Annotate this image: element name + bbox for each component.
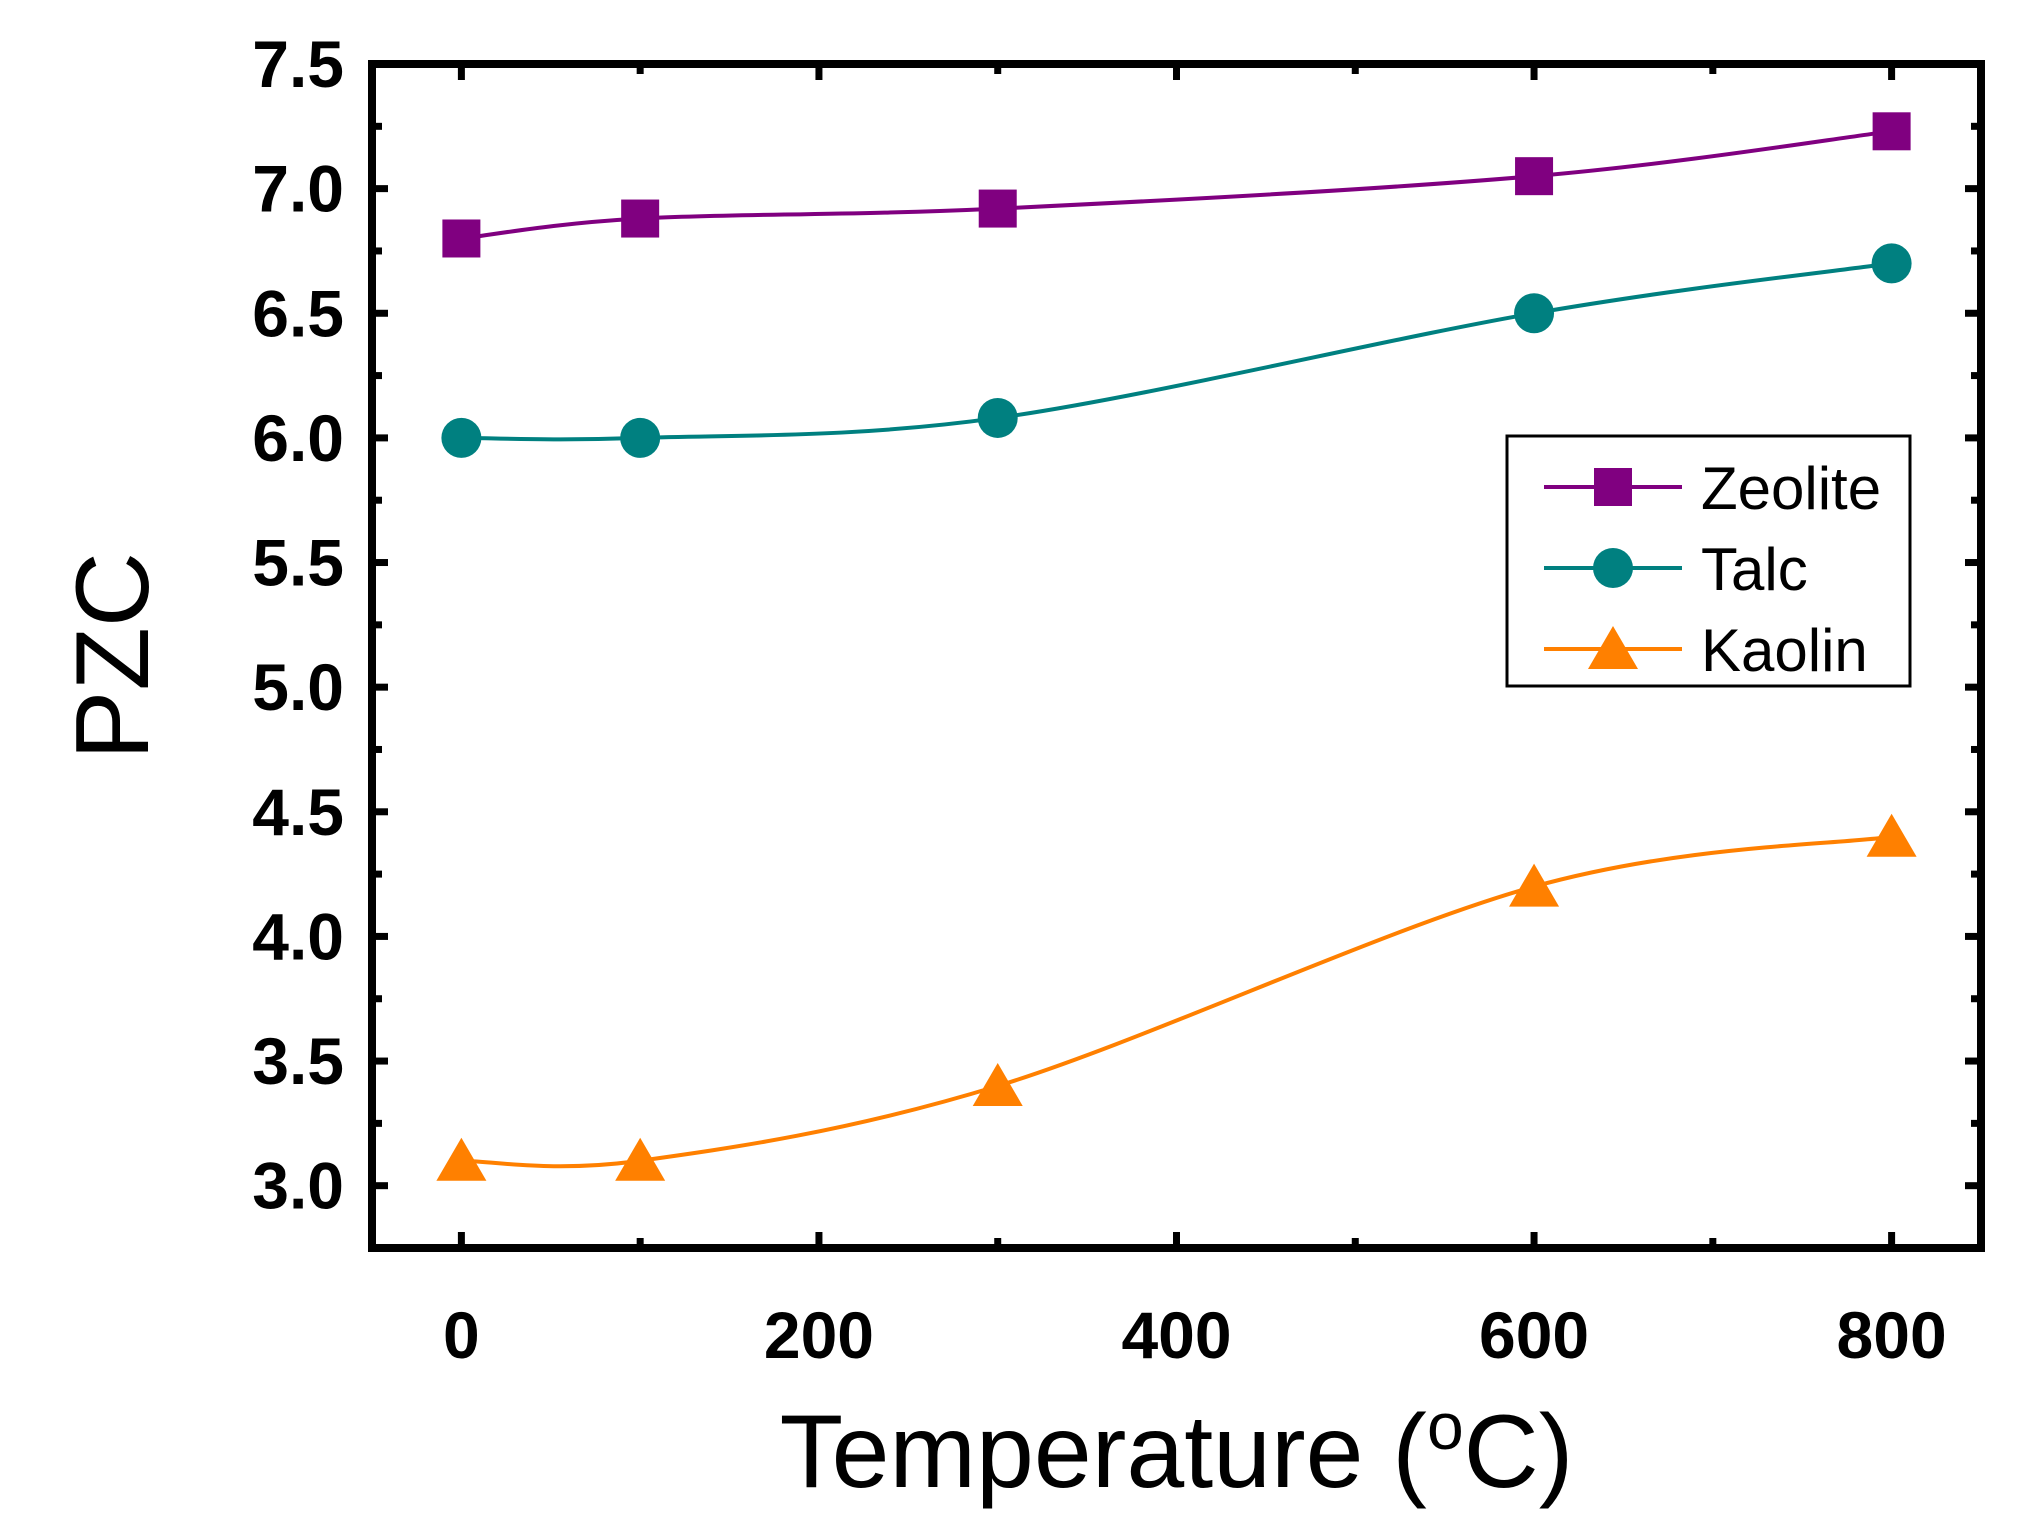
x-tick-label: 600	[1479, 1298, 1589, 1372]
x-axis-title-sup: o	[1427, 1389, 1464, 1463]
y-tick-label: 4.0	[252, 899, 344, 973]
data-point-zeolite	[1872, 112, 1911, 151]
series-kaolin	[436, 813, 1917, 1181]
legend-marker-zeolite	[1594, 468, 1632, 506]
x-axis-title-suffix: C)	[1464, 1394, 1574, 1510]
series-talc	[441, 243, 1912, 458]
series-layer	[436, 112, 1917, 1181]
y-tick-label: 4.5	[252, 775, 344, 849]
legend-marker-talc	[1593, 548, 1633, 588]
data-point-zeolite	[1515, 157, 1554, 196]
legend: Zeolite Talc Kaolin	[1505, 434, 1912, 688]
x-tick-label: 800	[1837, 1298, 1947, 1372]
y-axis-title: PZC	[55, 552, 171, 760]
y-tick-label: 5.5	[252, 526, 344, 600]
x-axis-title-main: Temperature (	[780, 1394, 1428, 1510]
legend-label-talc: Talc	[1701, 536, 1808, 603]
legend-item-kaolin: Kaolin	[1544, 617, 1868, 684]
tick-labels: 0 200 400 600 800 3.0 3.5 4.0 4.5 5.0 5.5 6.0 6.5 7.0…	[252, 27, 1946, 1372]
y-tick-label: 5.0	[252, 650, 344, 724]
y-tick-label: 3.5	[252, 1024, 344, 1098]
data-point-talc	[620, 417, 661, 458]
data-point-kaolin	[615, 1137, 666, 1181]
data-point-zeolite	[978, 189, 1017, 228]
legend-item-zeolite: Zeolite	[1544, 455, 1881, 522]
y-tick-label: 7.0	[252, 152, 344, 226]
y-tick-label: 7.5	[252, 27, 344, 101]
legend-item-talc: Talc	[1544, 536, 1808, 603]
data-point-kaolin	[1866, 813, 1917, 857]
series-line-zeolite	[461, 129, 1892, 241]
data-point-kaolin	[436, 1137, 487, 1181]
data-point-kaolin	[972, 1062, 1023, 1106]
series-line-kaolin	[461, 834, 1892, 1169]
data-point-talc	[1871, 243, 1912, 284]
data-point-zeolite	[442, 219, 481, 258]
legend-items: Zeolite Talc Kaolin	[1544, 455, 1881, 684]
data-point-talc	[1514, 293, 1555, 334]
legend-marker-kaolin	[1588, 626, 1638, 669]
data-point-talc	[441, 417, 482, 458]
legend-label-kaolin: Kaolin	[1701, 617, 1868, 684]
y-tick-label: 6.0	[252, 401, 344, 475]
y-tick-label: 3.0	[252, 1149, 344, 1223]
x-tick-label: 200	[764, 1298, 874, 1372]
x-tick-label: 0	[443, 1298, 480, 1372]
series-line-talc	[461, 261, 1892, 442]
series-zeolite	[442, 112, 1911, 258]
data-point-talc	[977, 397, 1018, 438]
x-axis-title: Temperature (oC)	[780, 1389, 1574, 1510]
legend-label-zeolite: Zeolite	[1701, 455, 1881, 522]
y-tick-label: 6.5	[252, 276, 344, 350]
legend-box	[1505, 434, 1912, 688]
x-tick-label: 400	[1121, 1298, 1231, 1372]
data-point-zeolite	[621, 199, 660, 238]
ticks-layer	[372, 60, 1981, 1252]
data-point-kaolin	[1509, 863, 1560, 907]
